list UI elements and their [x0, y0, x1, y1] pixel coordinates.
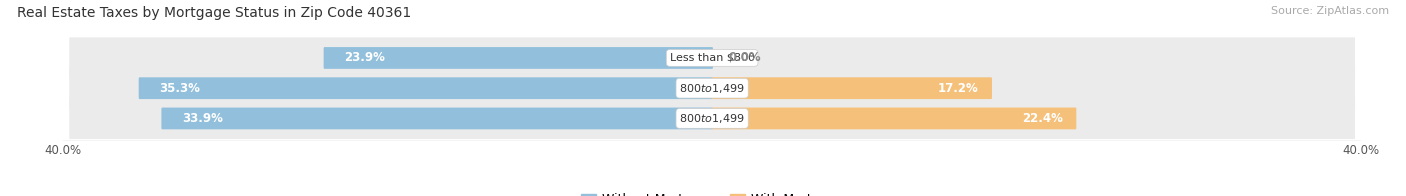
Text: 23.9%: 23.9% — [344, 52, 385, 64]
Text: $800 to $1,499: $800 to $1,499 — [679, 82, 745, 95]
Text: 33.9%: 33.9% — [181, 112, 222, 125]
FancyBboxPatch shape — [69, 37, 1355, 79]
FancyBboxPatch shape — [711, 108, 1077, 129]
Legend: Without Mortgage, With Mortgage: Without Mortgage, With Mortgage — [576, 188, 848, 196]
Text: 22.4%: 22.4% — [1022, 112, 1063, 125]
FancyBboxPatch shape — [711, 77, 993, 99]
FancyBboxPatch shape — [162, 108, 713, 129]
FancyBboxPatch shape — [69, 98, 1355, 139]
FancyBboxPatch shape — [139, 77, 713, 99]
Text: 0.0%: 0.0% — [728, 52, 761, 64]
FancyBboxPatch shape — [69, 68, 1355, 109]
Text: Source: ZipAtlas.com: Source: ZipAtlas.com — [1271, 6, 1389, 16]
Text: 35.3%: 35.3% — [159, 82, 200, 95]
FancyBboxPatch shape — [323, 47, 713, 69]
Text: Less than $800: Less than $800 — [669, 53, 755, 63]
Text: Real Estate Taxes by Mortgage Status in Zip Code 40361: Real Estate Taxes by Mortgage Status in … — [17, 6, 411, 20]
Text: $800 to $1,499: $800 to $1,499 — [679, 112, 745, 125]
Text: 17.2%: 17.2% — [938, 82, 979, 95]
